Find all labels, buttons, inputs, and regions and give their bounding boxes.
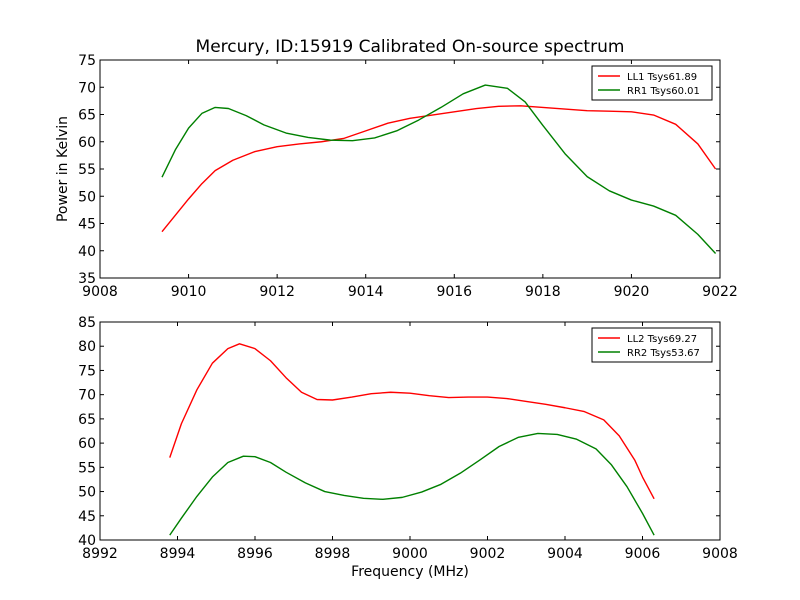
top-x-tick-label: 9016 xyxy=(436,284,472,300)
bottom-y-tick-label: 70 xyxy=(78,388,96,404)
bottom-y-tick-label: 40 xyxy=(78,533,96,549)
top-x-tick-label: 9020 xyxy=(614,284,650,300)
top-legend-label-2: RR1 Tsys60.01 xyxy=(627,86,700,97)
top-x-tick-label: 9008 xyxy=(82,284,118,300)
top-y-tick-label: 55 xyxy=(78,162,96,178)
bottom-x-tick-label: 9002 xyxy=(470,546,506,562)
top-legend-label-1: LL1 Tsys61.89 xyxy=(627,72,697,83)
bottom-x-tick-label: 9000 xyxy=(392,546,428,562)
top-plot: 9008 9010 9012 9014 9016 9018 9020 9022 35 40 45 50… xyxy=(78,53,738,300)
top-legend-box xyxy=(591,65,713,101)
bottom-x-tick-label: 9004 xyxy=(547,546,583,562)
top-series-line-2 xyxy=(161,84,717,254)
top-x-tick-label: 9022 xyxy=(702,284,738,300)
bottom-y-tick-label: 80 xyxy=(78,339,96,355)
top-y-tick-label: 60 xyxy=(78,135,96,151)
top-y-tick-label: 70 xyxy=(78,80,96,96)
top-y-tick-label: 35 xyxy=(78,271,96,287)
top-y-tick-label: 50 xyxy=(78,189,96,205)
bottom-y-tick-label: 55 xyxy=(78,460,96,476)
top-y-tick-label: 65 xyxy=(78,108,96,124)
bottom-x-tick-label: 8992 xyxy=(82,546,118,562)
bottom-y-tick-label: 75 xyxy=(78,363,96,379)
top-series-line-1 xyxy=(161,105,717,233)
bottom-y-tick-label: 60 xyxy=(78,436,96,452)
top-y-tick-label: 75 xyxy=(78,53,96,69)
top-legend: LL1 Tsys61.89 RR1 Tsys60.01 xyxy=(591,65,713,101)
top-x-tick-label: 9018 xyxy=(525,284,561,300)
bottom-x-tick-label: 9006 xyxy=(625,546,661,562)
bottom-plot: 8992 8994 8996 8998 9000 9002 9004 9006 9008 40 45… xyxy=(78,315,738,562)
bottom-x-tick-label: 8994 xyxy=(160,546,196,562)
bottom-legend-label-1: LL2 Tsys69.27 xyxy=(627,334,697,345)
bottom-y-tick-label: 85 xyxy=(78,315,96,331)
bottom-y-tick-label: 45 xyxy=(78,509,96,525)
bottom-y-tick-label: 65 xyxy=(78,412,96,428)
chart-title: Mercury, ID:15919 Calibrated On-source s… xyxy=(196,37,625,57)
top-x-tick-label: 9012 xyxy=(259,284,295,300)
bottom-y-tick-label: 50 xyxy=(78,485,96,501)
bottom-x-axis-label: Frequency (MHz) xyxy=(351,564,469,580)
bottom-legend-box xyxy=(591,327,713,363)
bottom-series-line-2 xyxy=(169,432,655,536)
top-y-tick-label: 45 xyxy=(78,217,96,233)
top-y-axis-label: Power in Kelvin xyxy=(55,116,71,222)
bottom-series-line-1 xyxy=(169,343,655,500)
top-x-tick-label: 9014 xyxy=(348,284,384,300)
top-x-tick-label: 9010 xyxy=(171,284,207,300)
top-y-tick-label: 40 xyxy=(78,244,96,260)
bottom-legend: LL2 Tsys69.27 RR2 Tsys53.67 xyxy=(591,327,713,363)
bottom-x-tick-label: 8998 xyxy=(315,546,351,562)
bottom-legend-label-2: RR2 Tsys53.67 xyxy=(627,348,700,359)
bottom-x-tick-label: 8996 xyxy=(237,546,273,562)
bottom-x-tick-label: 9008 xyxy=(702,546,738,562)
